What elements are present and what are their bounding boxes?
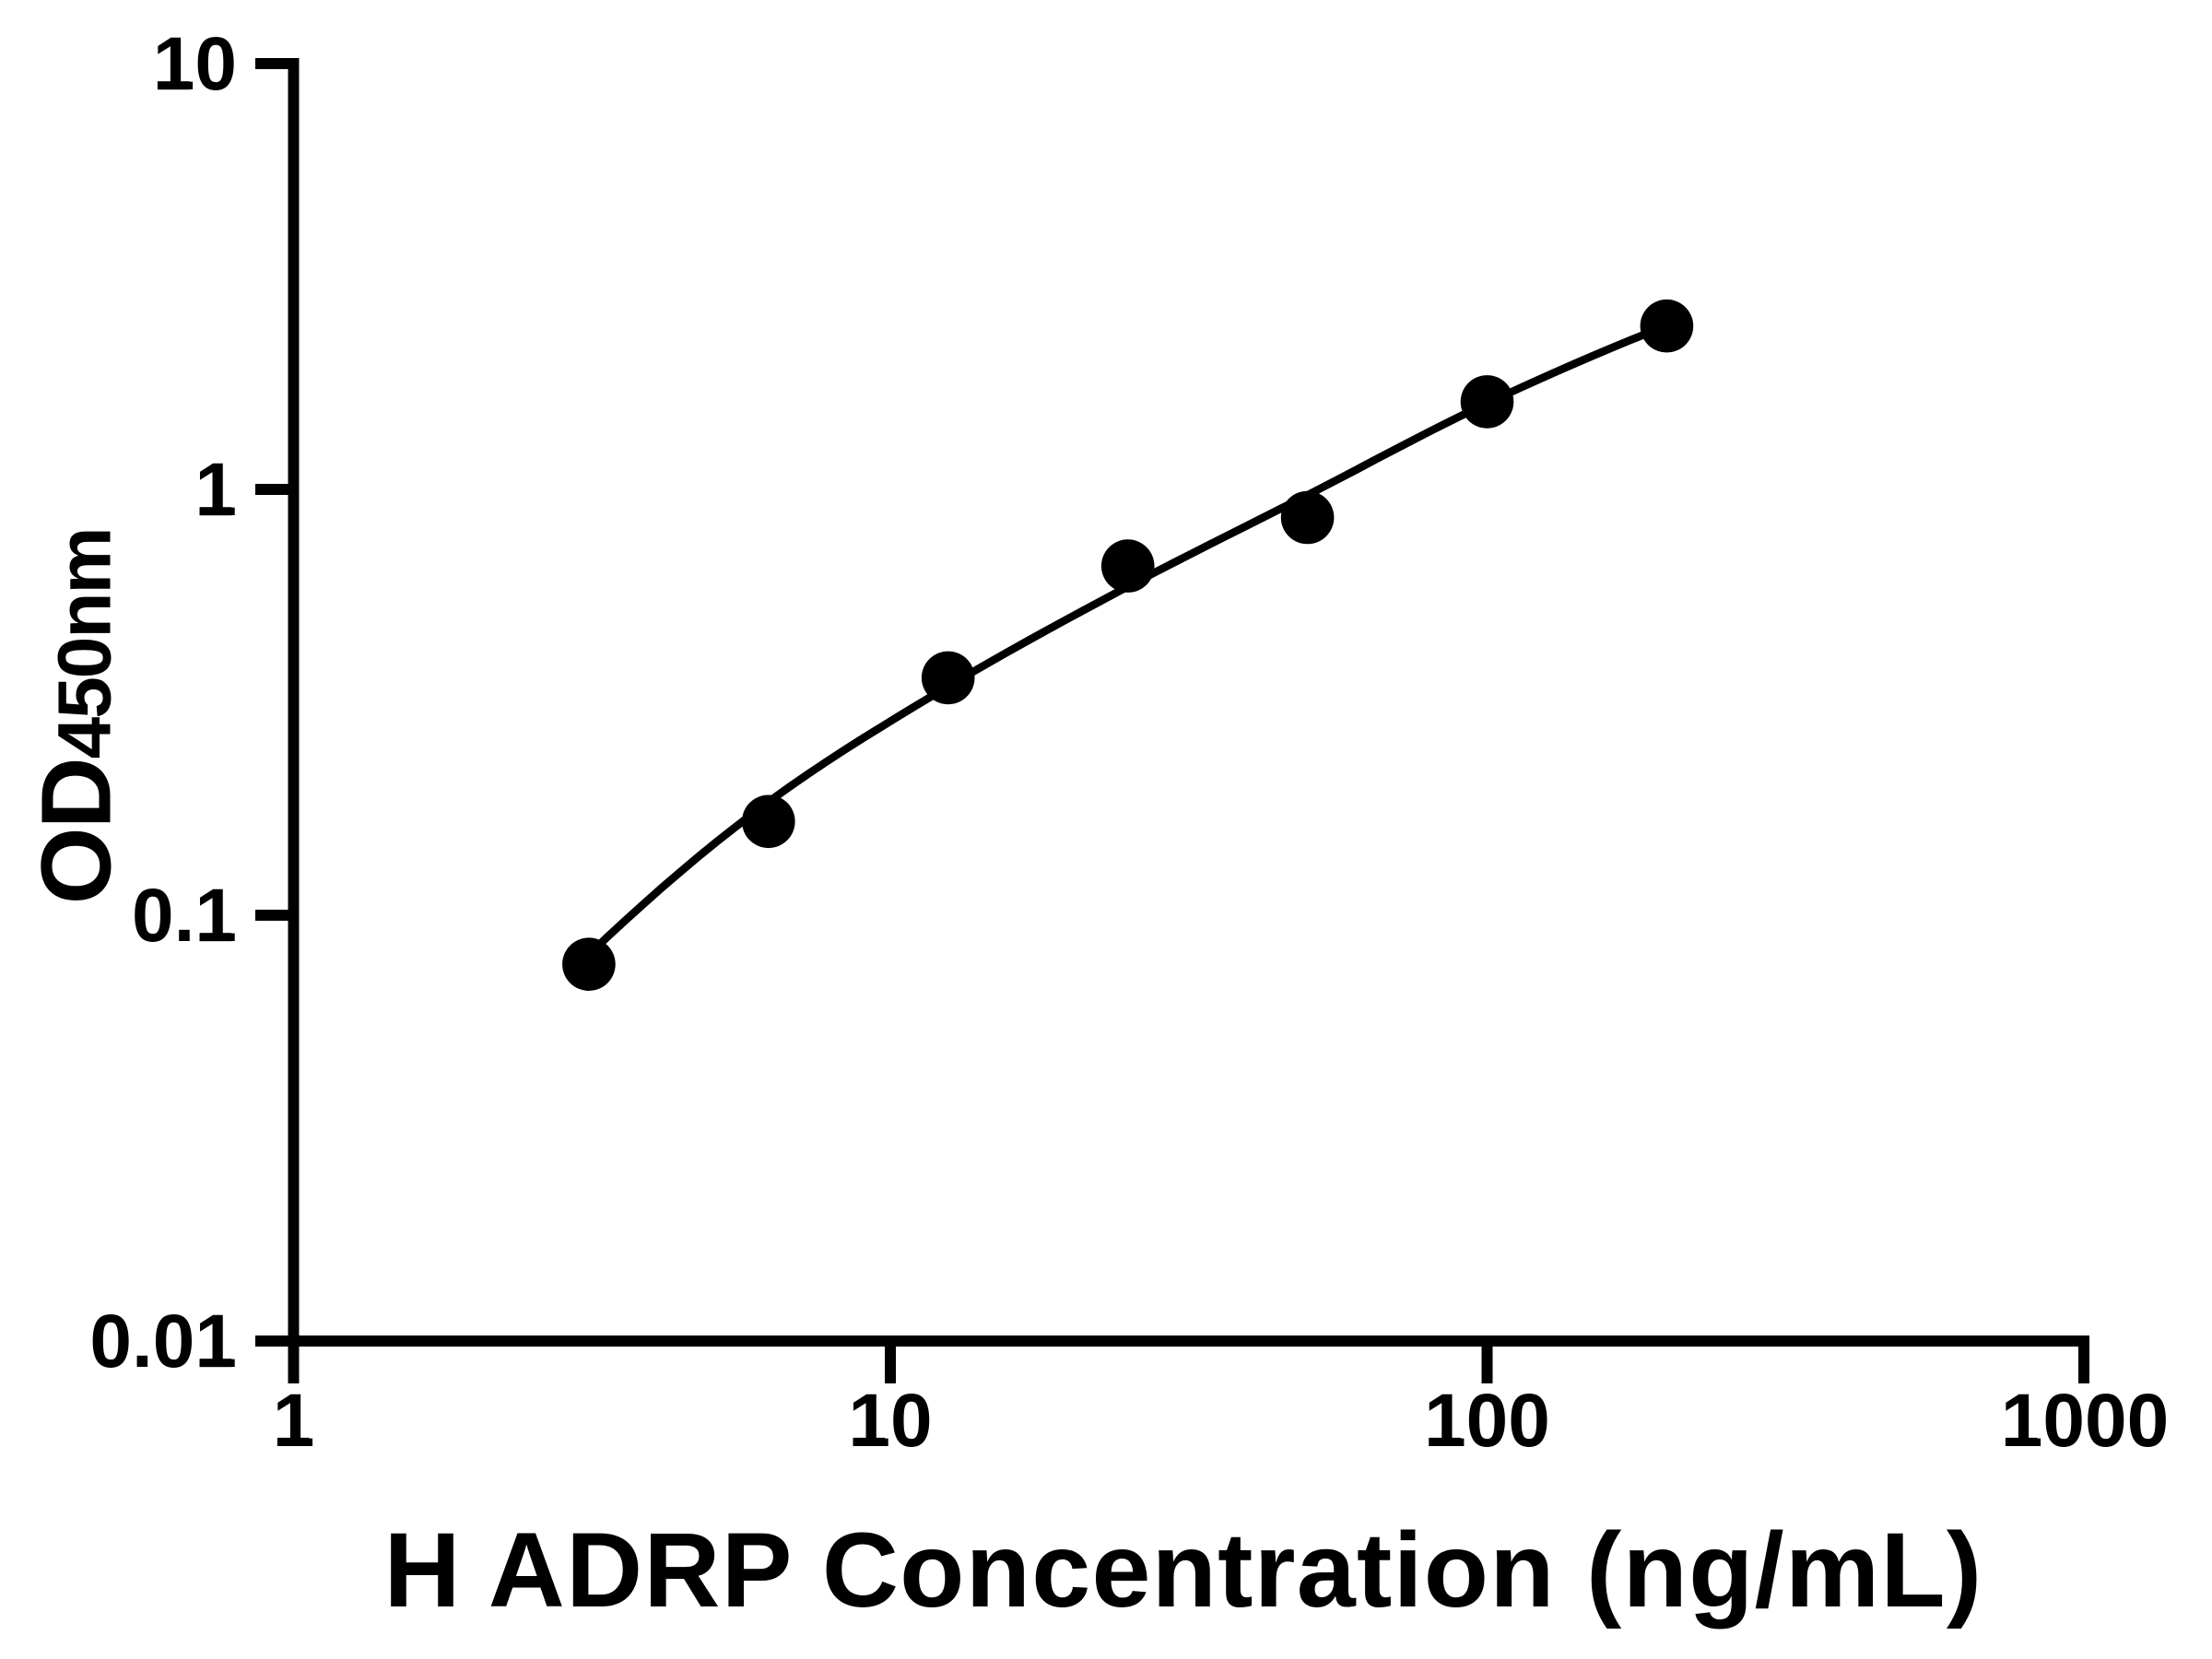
svg-text:10: 10	[153, 22, 237, 106]
svg-text:1000: 1000	[2001, 1379, 2169, 1463]
svg-text:H ADRP Concentration (ng/mL): H ADRP Concentration (ng/mL)	[384, 1512, 1983, 1630]
svg-text:OD450nm: OD450nm	[20, 529, 132, 905]
svg-text:0.01: 0.01	[89, 1300, 237, 1383]
svg-text:10: 10	[848, 1379, 932, 1463]
svg-text:1: 1	[194, 448, 237, 532]
svg-text:100: 100	[1424, 1379, 1550, 1463]
svg-text:0.1: 0.1	[132, 874, 237, 958]
svg-text:1: 1	[273, 1379, 315, 1463]
